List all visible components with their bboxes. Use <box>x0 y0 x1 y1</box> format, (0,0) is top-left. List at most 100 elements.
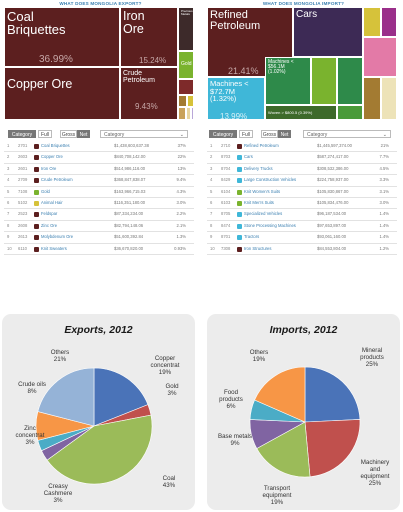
tile-small-3[interactable] <box>187 95 194 107</box>
product-link[interactable]: Knit Men's Suits <box>244 199 274 205</box>
table-row[interactable]: 7 2523 Feldspar $87,334,234.00 2.2% <box>4 209 194 221</box>
product-link[interactable]: Iron Ore <box>41 165 57 171</box>
table-row[interactable]: 6 6103 Knit Men's Suits $105,834,476.00 3.0% <box>207 198 397 210</box>
tile-small-2[interactable] <box>178 95 187 107</box>
product-link[interactable]: Molybdenum Ore <box>41 234 74 240</box>
product-link[interactable]: Stone Processing Machines <box>244 222 296 228</box>
product-link[interactable]: Iron Structures <box>244 245 272 251</box>
tile-machines[interactable]: Machines < $72.7M (1.32%) 13.99% <box>207 77 265 120</box>
net-button[interactable]: Net <box>77 130 90 138</box>
table-row[interactable]: 10 6110 Knit Sweaters $36,670,820.00 0.93% <box>4 244 194 255</box>
tile-imp-small-7[interactable] <box>381 77 397 120</box>
table-row[interactable]: 10 7308 Iron Structures $84,553,804.00 1.2% <box>207 244 397 255</box>
product-link[interactable]: Delivery Trucks <box>244 165 273 171</box>
product-link[interactable]: Large Construction Vehicles <box>244 177 297 183</box>
table-row[interactable]: 8 8474 Stone Processing Machines $97,653,89… <box>207 221 397 233</box>
tile-small-5[interactable] <box>186 107 191 120</box>
table-row[interactable]: 9 8701 Tractors $93,061,160.00 1.4% <box>207 232 397 244</box>
product-link[interactable]: Gold <box>41 188 50 194</box>
tile-copper[interactable]: Copper Ore <box>4 67 120 120</box>
tile-gold[interactable]: Gold <box>178 51 194 79</box>
tile-iron[interactable]: Iron Ore 15.24% <box>120 7 178 67</box>
product-link[interactable]: Coal Briquettes <box>41 143 70 148</box>
product-category-icon <box>237 200 242 206</box>
table-row[interactable]: 4 2709 Crude Petroleum $368,847,838.07 9.4% <box>4 175 194 187</box>
product-link[interactable]: Tractors <box>244 234 260 240</box>
share-cell: 4.5% <box>379 165 389 171</box>
table-row[interactable]: 5 6104 Knit Women's Suits $105,830,867.00 3.… <box>207 187 397 198</box>
rank-cell: 10 <box>210 245 215 251</box>
full-button[interactable]: Full <box>239 130 253 138</box>
tile-imp-small-3[interactable] <box>381 7 397 37</box>
product-link[interactable]: Crude Petroleum <box>41 177 73 183</box>
tile-imp-small-5[interactable] <box>337 57 363 105</box>
product-link[interactable]: Knit Women's Suits <box>244 188 281 194</box>
table-row[interactable]: 1 2701 Coal Briquettes $1,438,603,637.38 37% <box>4 141 194 153</box>
table-row[interactable]: 3 2601 Iron Ore $514,986,116.00 13% <box>4 164 194 176</box>
gross-button[interactable]: Gross <box>60 130 77 138</box>
value-cell: $587,274,417.00 <box>317 154 349 160</box>
product-link[interactable]: Zinc Ore <box>41 222 58 228</box>
full-button[interactable]: Full <box>38 130 52 138</box>
rank-cell: 4 <box>7 177 10 183</box>
product-category-icon <box>34 166 39 172</box>
category-select[interactable]: Category ⌄ <box>303 130 391 138</box>
value-cell: $96,187,534.00 <box>317 211 347 217</box>
product-category-icon <box>34 223 39 229</box>
product-link[interactable]: Feldspar <box>41 211 58 217</box>
share-cell: 1.4% <box>379 222 389 228</box>
imports-pie-panel: Imports, 2012 Mineral products 25% Machiner… <box>207 314 400 510</box>
tile-imp-small-1[interactable] <box>311 57 337 105</box>
tile-small-4[interactable] <box>178 107 186 120</box>
share-cell: 1.4% <box>379 234 389 240</box>
tile-precious[interactable]: Precious Metals <box>178 7 194 51</box>
rank-cell: 2 <box>210 154 213 160</box>
rank-cell: 8 <box>210 222 213 228</box>
gross-button[interactable]: Gross <box>261 130 278 138</box>
tile-small-1[interactable] <box>178 79 194 95</box>
rank-cell: 6 <box>7 199 10 205</box>
net-button[interactable]: Net <box>278 130 291 138</box>
tile-machines-group[interactable]: Machines < $56.1M (1.02%) <box>265 57 311 105</box>
category-button[interactable]: Category <box>8 130 36 138</box>
pie-label-exports-3: Creasy Cashmere 3% <box>44 483 73 504</box>
table-row[interactable]: 1 2710 Refined Petroleum $1,445,597,374.00 2… <box>207 141 397 153</box>
product-link[interactable]: Animal Hair <box>41 199 63 205</box>
tile-imp-small-8[interactable] <box>337 105 363 120</box>
table-row[interactable]: 9 2613 Molybdenum Ore $51,600,392.84 1.3% <box>4 232 194 244</box>
tile-crude[interactable]: Crude Petroleum 9.43% <box>120 67 178 120</box>
product-category-icon <box>237 178 242 184</box>
imports-pie-chart: Mineral products 25% Machinery and equipment 2… <box>218 347 390 506</box>
table-row[interactable]: 5 7108 Gold $163,966,715.03 4.3% <box>4 187 194 198</box>
tile-machines-label: Machines < $72.7M (1.32%) <box>210 79 249 103</box>
table-row[interactable]: 8 2608 Zinc Ore $82,794,148.06 2.1% <box>4 221 194 233</box>
share-cell: 3.3% <box>379 177 389 183</box>
product-link[interactable]: Specialized Vehicles <box>244 211 283 217</box>
category-button[interactable]: Category <box>209 130 237 138</box>
product-link[interactable]: Copper Ore <box>41 154 63 160</box>
table-row[interactable]: 6 5102 Animal Hair $116,351,180.00 3.0% <box>4 198 194 210</box>
tile-coal[interactable]: Coal Briquettes 36.99% <box>4 7 120 67</box>
tile-textiles[interactable]: Woven > $800.5 (0.39%) <box>265 105 337 120</box>
product-link[interactable]: Cars <box>244 154 253 160</box>
table-row[interactable]: 2 8703 Cars $587,274,417.00 7.7% <box>207 152 397 164</box>
code-cell: 7108 <box>18 188 28 194</box>
tile-copper-label: Copper Ore <box>7 77 73 91</box>
tile-imp-small-4[interactable] <box>363 37 397 77</box>
product-category-icon <box>34 155 39 161</box>
table-row[interactable]: 3 8704 Delivery Trucks $308,532,386.00 4.5% <box>207 164 397 176</box>
pie-slice-exports-0 <box>93 367 149 427</box>
tile-imp-small-2[interactable] <box>363 7 381 37</box>
tile-imp-small-6[interactable] <box>363 77 381 120</box>
product-link[interactable]: Refined Petroleum <box>244 143 279 148</box>
product-link[interactable]: Knit Sweaters <box>41 245 67 251</box>
table-row[interactable]: 7 8705 Specialized Vehicles $96,187,534.00 1… <box>207 209 397 221</box>
table-row[interactable]: 2 2603 Copper Ore $840,708,142.00 22% <box>4 152 194 164</box>
pie-label-imports-2: Transport equipment 19% <box>263 485 292 506</box>
tile-cars[interactable]: Cars <box>293 7 363 57</box>
tile-small-6[interactable] <box>191 107 194 120</box>
table-row[interactable]: 4 8429 Large Construction Vehicles $224,758… <box>207 175 397 187</box>
rank-cell: 7 <box>210 211 213 217</box>
code-cell: 2601 <box>18 165 28 171</box>
category-select[interactable]: Category ⌄ <box>100 130 188 138</box>
